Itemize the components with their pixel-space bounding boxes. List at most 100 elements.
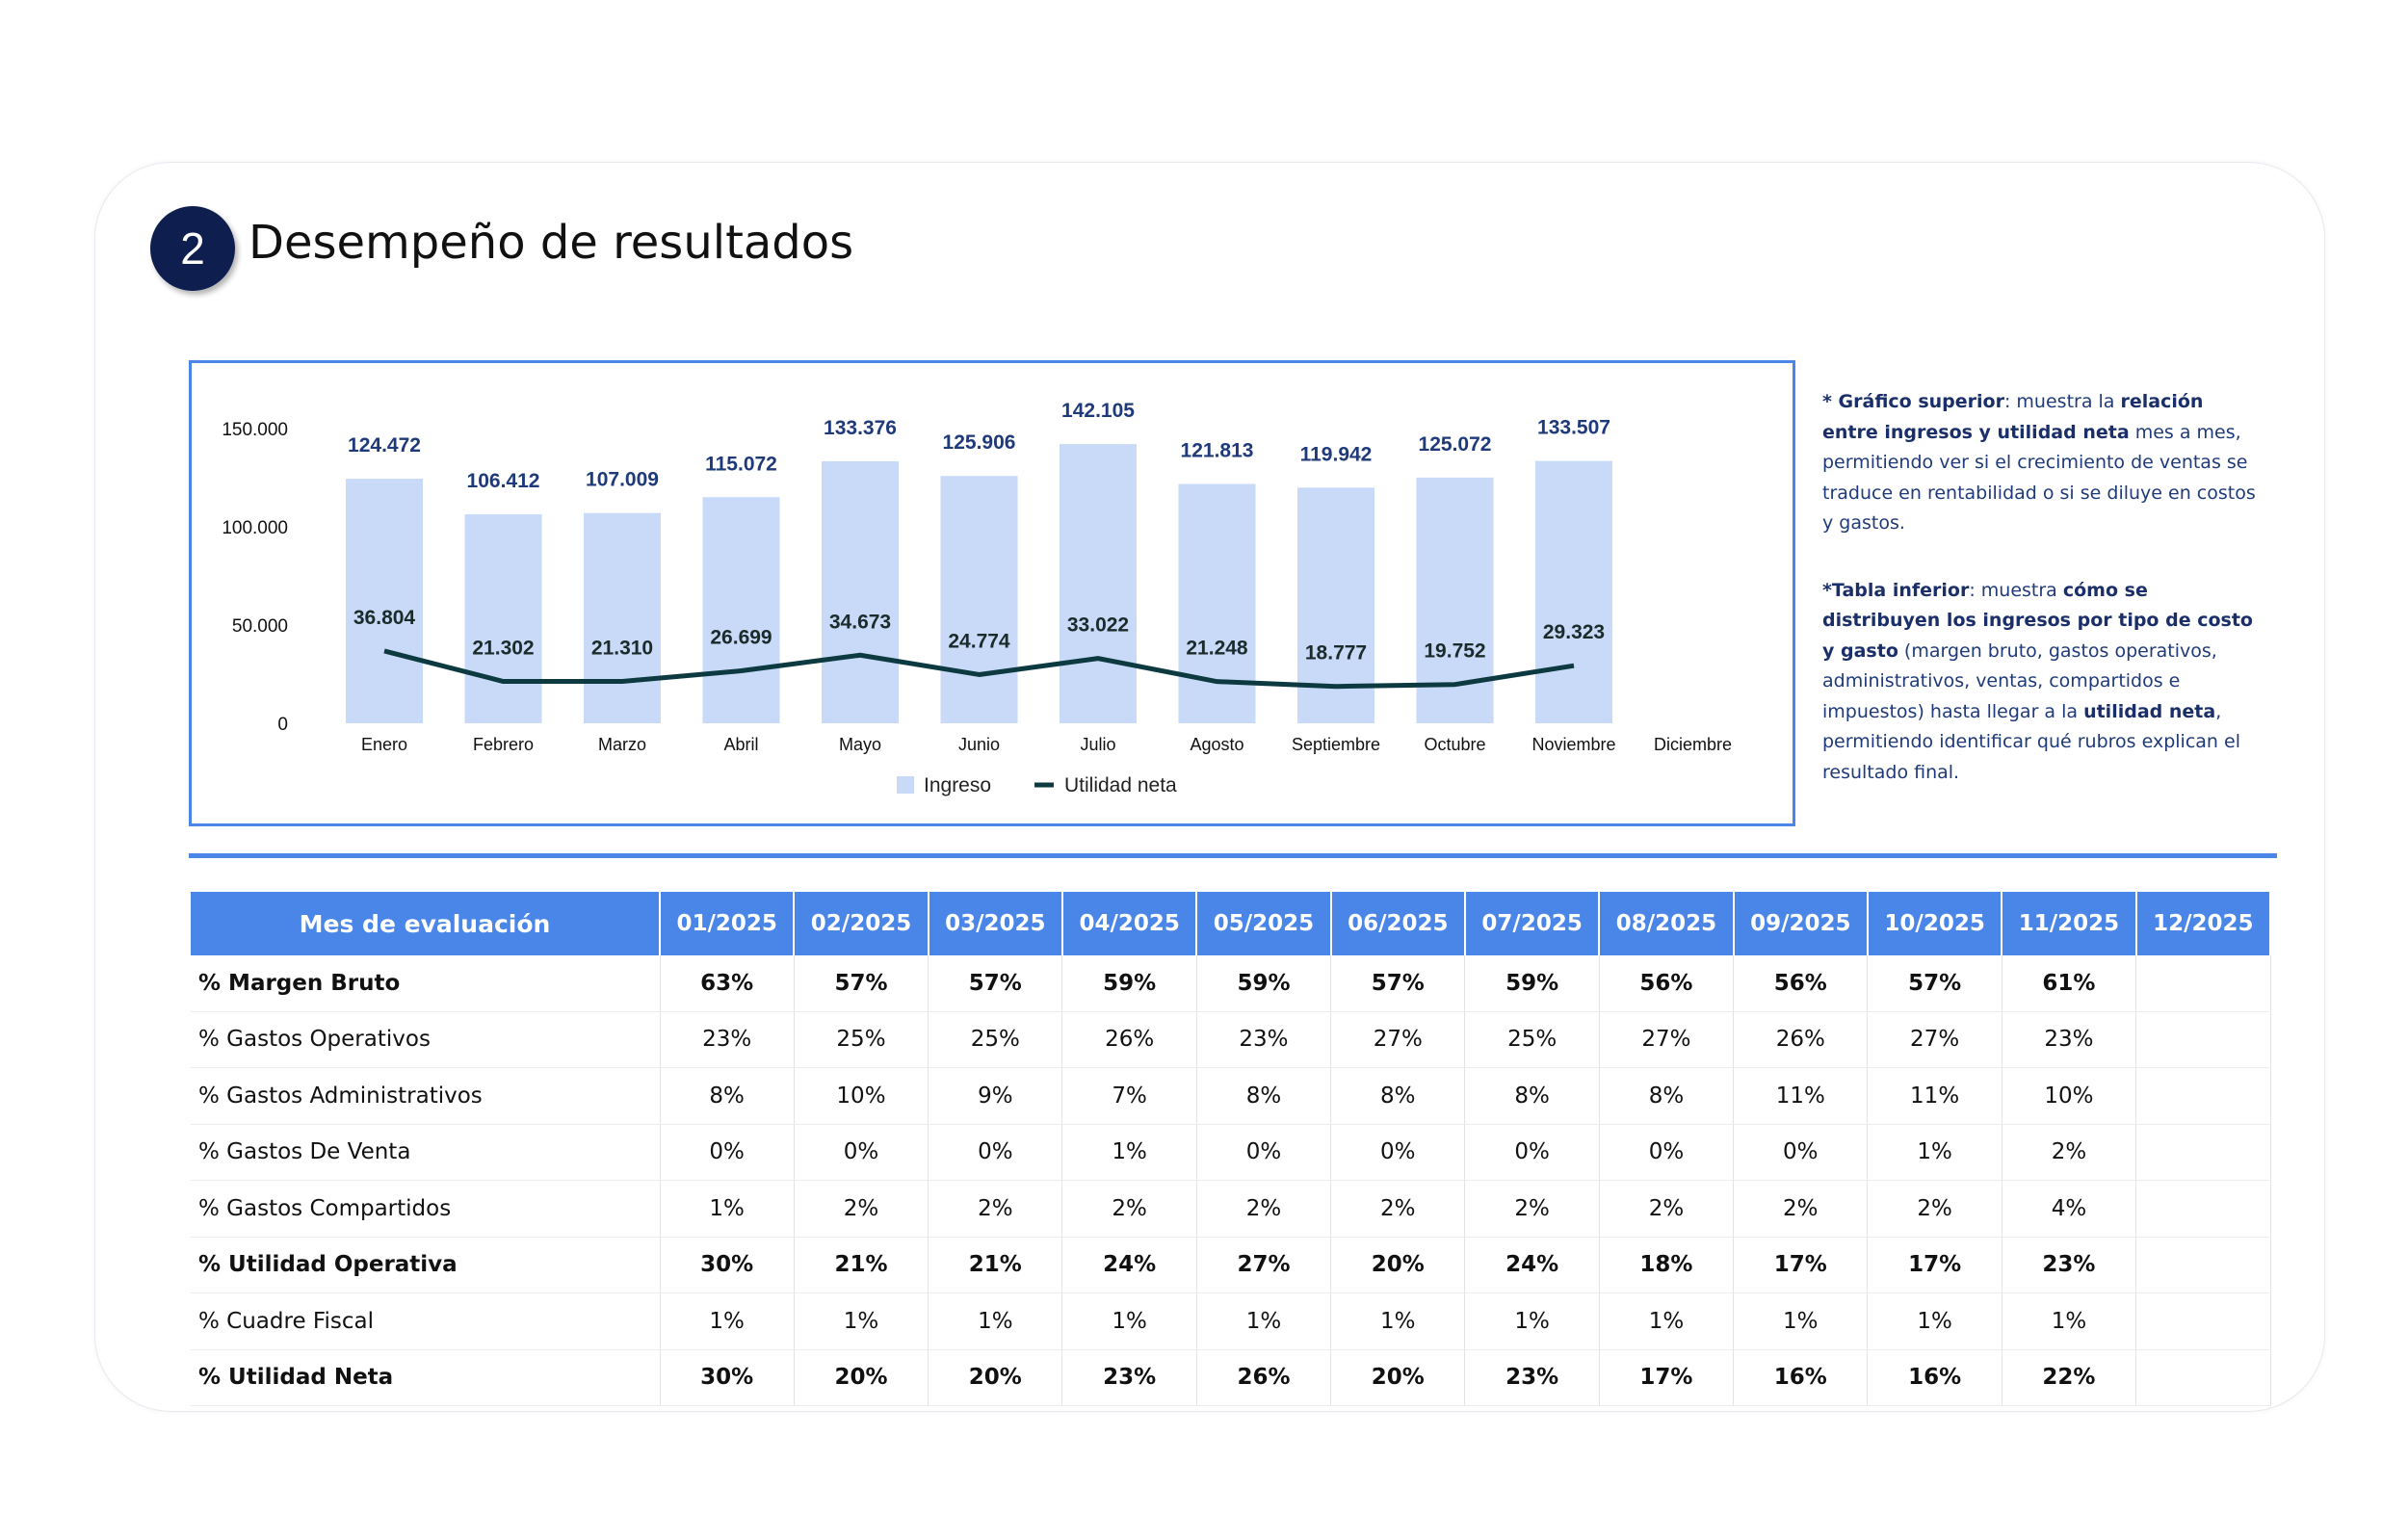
table-cell: 0% (1330, 1124, 1466, 1181)
table-cell: 0% (1196, 1124, 1332, 1181)
table-cell: 8% (1464, 1067, 1600, 1125)
table-cell: 20% (1330, 1237, 1466, 1293)
table-cell: 2% (1330, 1180, 1466, 1238)
note-text-segment: *Tabla inferior (1822, 579, 1970, 601)
table-cell: 23% (1196, 1011, 1332, 1068)
utilidad-neta-line (383, 648, 1575, 690)
note-text-segment: cómo se distribuyen los ingresos por tip… (1822, 579, 2253, 662)
x-tick-label: Junio (958, 735, 1000, 754)
bar-value-label: 106.412 (467, 470, 540, 492)
table-row: % Gastos Operativos 23% 25% 25% 26% 23% 27% 25%… (191, 1011, 2271, 1068)
note-text-segment: , permitiendo identificar qué rubros exp… (1822, 700, 2240, 783)
table-header-month: 09/2025 (1733, 892, 1869, 955)
bar-ingreso (1178, 483, 1256, 723)
table-cell: 30% (660, 1237, 795, 1293)
table-header-month: 07/2025 (1464, 892, 1601, 955)
table-cell: 26% (1733, 1011, 1869, 1068)
table-cell: 27% (1599, 1011, 1735, 1068)
table-header-month: 03/2025 (928, 892, 1063, 955)
bar-ingreso (584, 512, 661, 723)
row-label: % Gastos Operativos (191, 1011, 661, 1068)
row-label: % Gastos De Venta (191, 1124, 661, 1181)
table-cell: 25% (1464, 1011, 1600, 1068)
table-cell: 21% (794, 1237, 929, 1293)
table-cell (2135, 1124, 2271, 1181)
table-row: % Gastos Administrativos 8% 10% 9% 7% 8% 8% 8% 8… (191, 1067, 2271, 1125)
x-tick-label: Septiembre (1292, 735, 1380, 754)
y-tick-label: 0 (277, 715, 288, 735)
x-tick-label: Mayo (839, 735, 881, 754)
x-tick-label: Agosto (1190, 735, 1243, 754)
table-cell: 1% (794, 1292, 929, 1350)
line-value-label: 26.699 (710, 627, 772, 649)
line-value-label: 36.804 (353, 607, 416, 629)
table-cell: 1% (1061, 1292, 1197, 1350)
note-text-segment: : muestra la (2003, 391, 2121, 412)
note-text-segment: (margen bruto, gastos operativos, admini… (1822, 639, 2217, 722)
line-value-label: 19.752 (1424, 640, 1485, 663)
table-cell: 27% (1867, 1011, 2002, 1068)
table-cell: 1% (1867, 1124, 2002, 1181)
table-cell: 2% (1733, 1180, 1869, 1238)
table-row: % Cuadre Fiscal 1% 1% 1% 1% 1% 1% 1% 1% 1% 1% 1% (191, 1292, 2271, 1350)
table-cell: 63% (660, 955, 795, 1012)
bar-value-label: 133.507 (1537, 417, 1610, 439)
table-cell: 1% (1330, 1292, 1466, 1350)
table-cell: 10% (2002, 1067, 2137, 1125)
x-tick-label: Marzo (598, 735, 646, 754)
table-header-month: 10/2025 (1867, 892, 2003, 955)
table-cell: 23% (660, 1011, 795, 1068)
table-cell: 23% (1464, 1349, 1600, 1406)
table-cell: 1% (660, 1180, 795, 1238)
note-text-segment: mes a mes, permitiendo ver si el crecimi… (1822, 421, 2256, 535)
table-row: % Gastos De Venta 0% 0% 0% 1% 0% 0% 0% 0% 0% 1% 2% (191, 1124, 2271, 1181)
table-cell: 0% (1733, 1124, 1869, 1181)
x-tick-label: Diciembre (1654, 735, 1732, 754)
line-value-label: 21.302 (472, 638, 534, 660)
bar-value-label: 107.009 (586, 469, 659, 491)
income-chart: 0 50.000 100.000 150.000 124.472 Enero 106.412… (189, 360, 1795, 826)
row-label: % Utilidad Neta (191, 1349, 661, 1406)
bar-ingreso (464, 513, 542, 723)
line-value-label: 24.774 (948, 630, 1010, 652)
table-cell: 27% (1196, 1237, 1332, 1293)
bar-ingreso (1535, 460, 1612, 723)
table-cell (2135, 1067, 2271, 1125)
table-cell: 57% (1867, 955, 2002, 1012)
line-value-label: 21.310 (591, 638, 653, 660)
table-cell: 0% (1464, 1124, 1600, 1181)
note-text-segment: utilidad neta (2083, 700, 2216, 722)
table-cell: 8% (1196, 1067, 1332, 1125)
section-title: Desempeño de resultados (249, 216, 854, 270)
table-cell: 56% (1733, 955, 1869, 1012)
table-cell: 27% (1330, 1011, 1466, 1068)
table-cell: 61% (2002, 955, 2137, 1012)
table-cell: 23% (2002, 1011, 2137, 1068)
table-cell: 1% (1464, 1292, 1600, 1350)
section-number-badge: 2 (150, 206, 235, 291)
table-cell: 18% (1599, 1237, 1735, 1293)
table-cell: 1% (1733, 1292, 1869, 1350)
legend-label-utilidad: Utilidad neta (1064, 774, 1177, 796)
note-text-segment: : muestra (1969, 579, 2063, 601)
table-header-month: 08/2025 (1599, 892, 1735, 955)
note-table-description: *Tabla inferior: muestra cómo se distrib… (1822, 576, 2258, 789)
table-cell: 8% (1330, 1067, 1466, 1125)
table-cell: 20% (794, 1349, 929, 1406)
bar-ingreso (702, 497, 780, 723)
table-cell: 20% (928, 1349, 1063, 1406)
table-cell: 10% (794, 1067, 929, 1125)
table-cell: 16% (1733, 1349, 1869, 1406)
table-cell: 24% (1464, 1237, 1600, 1293)
table-cell: 0% (928, 1124, 1063, 1181)
table-row: % Gastos Compartidos 1% 2% 2% 2% 2% 2% 2% 2% 2% 2%… (191, 1180, 2271, 1238)
table-cell (2135, 1011, 2271, 1068)
table-cell: 23% (1061, 1349, 1197, 1406)
table-cell: 9% (928, 1067, 1063, 1125)
table-cell: 2% (1061, 1180, 1197, 1238)
table-cell: 2% (1464, 1180, 1600, 1238)
table-cell: 11% (1867, 1067, 2002, 1125)
section-divider (189, 853, 2277, 858)
table-cell (2135, 955, 2271, 1012)
line-value-label: 18.777 (1305, 642, 1367, 665)
